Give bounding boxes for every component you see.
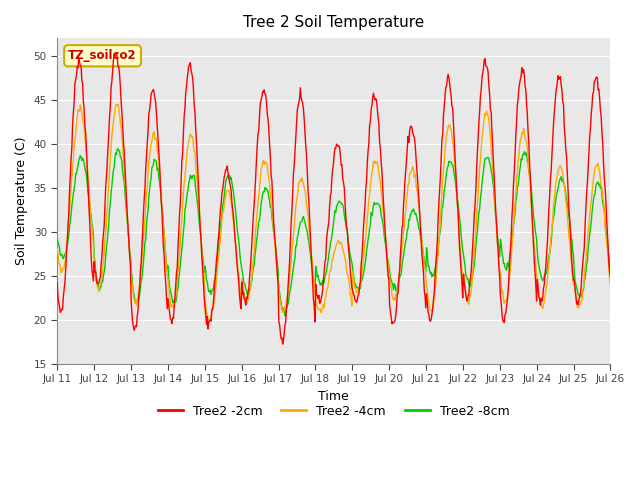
Tree2 -2cm: [53, 280, 61, 286]
Tree2 -2cm: [607, 274, 614, 280]
X-axis label: Time: Time: [319, 390, 349, 403]
Tree2 -2cm: [113, 50, 120, 56]
Tree2 -2cm: [207, 317, 214, 323]
Tree2 -4cm: [403, 196, 410, 202]
Tree2 -8cm: [177, 254, 185, 260]
Line: Tree2 -4cm: Tree2 -4cm: [57, 104, 611, 320]
Tree2 -8cm: [207, 288, 214, 293]
Text: TZ_soilco2: TZ_soilco2: [68, 49, 137, 62]
Tree2 -4cm: [177, 226, 185, 231]
Tree2 -8cm: [53, 237, 61, 242]
Tree2 -2cm: [403, 157, 410, 163]
Tree2 -4cm: [205, 317, 212, 323]
Tree2 -2cm: [121, 163, 129, 169]
Tree2 -4cm: [63, 238, 71, 243]
Tree2 -2cm: [419, 259, 426, 265]
Tree2 -4cm: [607, 283, 614, 288]
Tree2 -4cm: [419, 245, 426, 251]
Tree2 -2cm: [63, 239, 71, 245]
Tree2 -8cm: [121, 190, 129, 196]
Tree2 -8cm: [281, 313, 289, 319]
Tree2 -4cm: [53, 246, 61, 252]
Legend: Tree2 -2cm, Tree2 -4cm, Tree2 -8cm: Tree2 -2cm, Tree2 -4cm, Tree2 -8cm: [153, 400, 515, 422]
Tree2 -2cm: [279, 341, 287, 347]
Tree2 -4cm: [114, 101, 122, 107]
Tree2 -2cm: [177, 179, 185, 184]
Tree2 -8cm: [114, 146, 122, 152]
Line: Tree2 -8cm: Tree2 -8cm: [57, 149, 611, 316]
Line: Tree2 -2cm: Tree2 -2cm: [57, 53, 611, 344]
Title: Tree 2 Soil Temperature: Tree 2 Soil Temperature: [243, 15, 424, 30]
Tree2 -8cm: [403, 234, 410, 240]
Tree2 -8cm: [607, 270, 614, 276]
Tree2 -4cm: [207, 313, 215, 319]
Y-axis label: Soil Temperature (C): Soil Temperature (C): [15, 137, 28, 265]
Tree2 -8cm: [63, 243, 71, 249]
Tree2 -4cm: [121, 177, 129, 183]
Tree2 -8cm: [419, 248, 426, 253]
